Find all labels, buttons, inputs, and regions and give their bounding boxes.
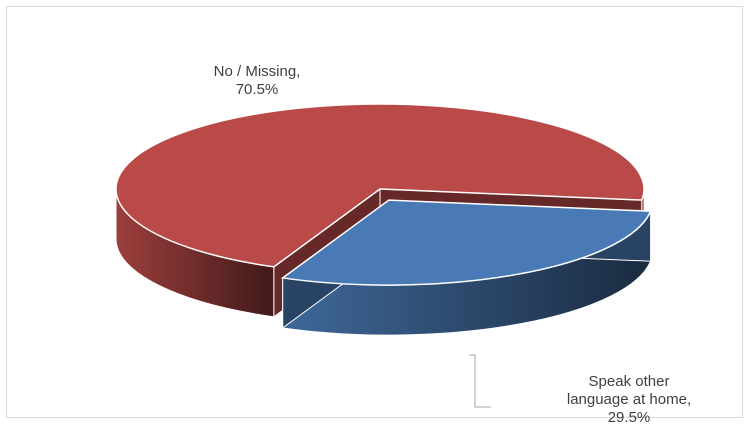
data-label-no-missing: No / Missing, 70.5%: [182, 63, 332, 99]
data-label-no-missing-name: No / Missing,: [213, 63, 301, 80]
data-label-no-missing-value: 70.5%: [235, 81, 279, 98]
data-label-speak-other-name-1: Speak other: [588, 373, 670, 390]
data-label-speak-other: Speak other language at home, 29.5%: [544, 373, 714, 427]
pie-chart: [115, 103, 652, 408]
slice-top-face: [280, 199, 652, 286]
leader-line: [469, 354, 491, 408]
pie-slice-speak-other-language: [280, 199, 652, 336]
data-label-speak-other-name-2: language at home,: [566, 391, 692, 408]
chart-area: No / Missing, 70.5% Speak other language…: [6, 6, 743, 426]
data-label-speak-other-value: 29.5%: [607, 409, 651, 426]
slice-top-face: [115, 103, 645, 268]
